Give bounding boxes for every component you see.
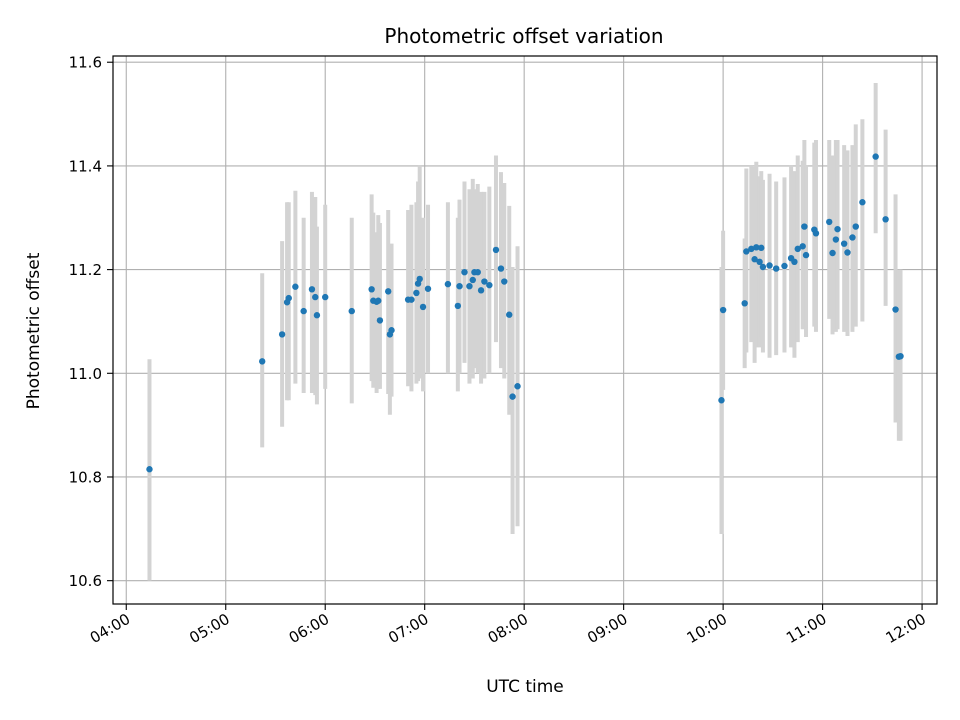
data-point bbox=[456, 282, 463, 290]
data-point bbox=[146, 466, 153, 473]
data-point bbox=[801, 223, 808, 230]
data-point bbox=[376, 317, 384, 324]
data-point bbox=[748, 245, 755, 253]
data-point bbox=[826, 218, 833, 226]
data-point bbox=[719, 306, 727, 314]
y-tick-label: 11.0 bbox=[69, 365, 102, 383]
data-point bbox=[758, 244, 765, 252]
data-point bbox=[477, 287, 485, 294]
data-point bbox=[300, 307, 307, 315]
data-point bbox=[259, 358, 266, 365]
y-axis-label: Photometric offset bbox=[24, 252, 44, 409]
data-point bbox=[466, 282, 473, 290]
data-point bbox=[743, 248, 750, 255]
data-point bbox=[419, 303, 427, 311]
data-point bbox=[766, 262, 773, 269]
data-point bbox=[497, 265, 505, 272]
data-point bbox=[882, 216, 889, 223]
y-tick-label: 10.6 bbox=[69, 572, 102, 590]
grid-lines bbox=[113, 56, 937, 604]
data-point bbox=[444, 280, 452, 288]
y-tick-label: 11.6 bbox=[69, 54, 102, 72]
data-point bbox=[385, 288, 392, 295]
data-point bbox=[388, 327, 395, 334]
data-point bbox=[781, 262, 788, 270]
data-point bbox=[469, 276, 476, 284]
plot-frame bbox=[112, 55, 938, 605]
data-point bbox=[492, 246, 500, 254]
data-point bbox=[791, 258, 798, 266]
data-point bbox=[375, 297, 382, 304]
data-point bbox=[794, 245, 801, 253]
data-point bbox=[799, 243, 806, 250]
x-axis-label: UTC time bbox=[486, 677, 564, 697]
data-point bbox=[844, 249, 851, 256]
data-point bbox=[751, 256, 758, 263]
data-point bbox=[872, 153, 879, 160]
data-point bbox=[849, 234, 856, 241]
data-point bbox=[308, 286, 316, 293]
data-point bbox=[829, 249, 836, 257]
data-point bbox=[772, 265, 780, 272]
y-axis-ticks: 10.6 10.8 11.0 11.2 11.4 11.6 bbox=[69, 54, 113, 590]
y-tick-label: 11.2 bbox=[69, 261, 102, 279]
data-point bbox=[424, 285, 432, 292]
data-point bbox=[852, 223, 859, 230]
data-point bbox=[832, 236, 840, 243]
y-tick-label: 11.4 bbox=[69, 157, 102, 175]
data-point bbox=[840, 240, 848, 247]
data-point bbox=[413, 289, 420, 297]
data-point bbox=[509, 393, 516, 400]
data-point bbox=[741, 300, 748, 307]
data-point bbox=[506, 311, 513, 318]
data-point bbox=[802, 251, 810, 259]
data-point bbox=[897, 352, 904, 360]
data-point bbox=[278, 331, 286, 338]
data-point bbox=[454, 302, 462, 310]
data-point bbox=[348, 307, 355, 315]
data-point bbox=[812, 230, 820, 237]
data-point bbox=[834, 225, 841, 233]
data-point bbox=[756, 258, 763, 266]
chart-title: Photometric offset variation bbox=[384, 24, 663, 48]
y-tick-label: 10.8 bbox=[69, 468, 102, 486]
data-point bbox=[461, 268, 468, 276]
data-point bbox=[292, 283, 299, 290]
data-point bbox=[501, 278, 508, 285]
data-point bbox=[474, 268, 481, 276]
data-point bbox=[368, 286, 375, 293]
data-point bbox=[753, 244, 760, 251]
data-point bbox=[416, 275, 423, 283]
data-point bbox=[408, 296, 415, 303]
data-point bbox=[718, 397, 725, 404]
data-point bbox=[514, 383, 521, 390]
data-point bbox=[322, 293, 329, 301]
data-point bbox=[859, 199, 866, 206]
data-point bbox=[759, 263, 767, 271]
data-point bbox=[481, 278, 488, 285]
data-point bbox=[285, 294, 292, 302]
data-point bbox=[312, 293, 319, 301]
data-point bbox=[313, 312, 321, 319]
data-point bbox=[486, 281, 493, 289]
data-point bbox=[892, 306, 899, 313]
data-points bbox=[146, 153, 904, 473]
